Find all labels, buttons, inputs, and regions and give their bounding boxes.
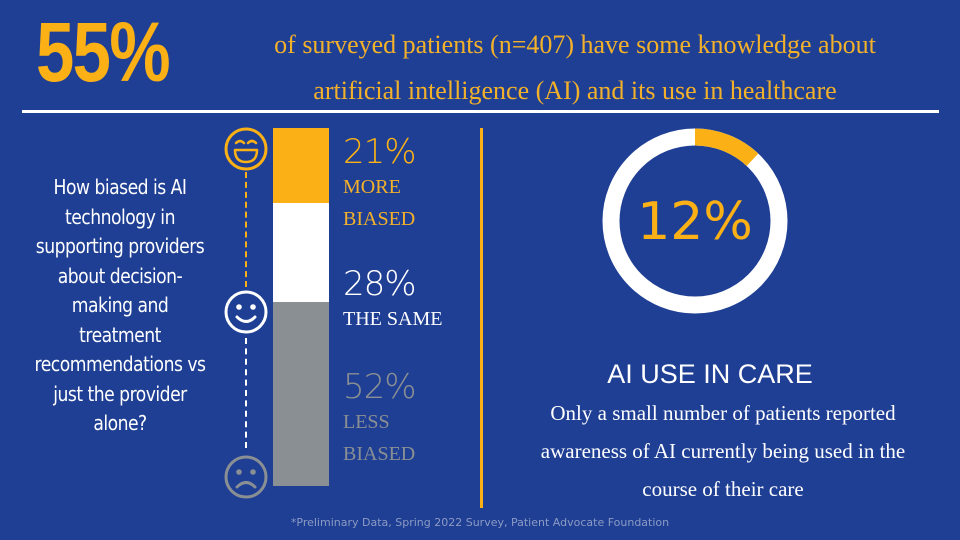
headline-stat: 55%	[36, 5, 171, 99]
the-same-label: THE SAME	[343, 308, 443, 330]
scale-dashed-line-upper	[245, 172, 247, 287]
ai-use-desc-line-1: Only a small number of patients reported	[550, 401, 896, 425]
bar-segment-less-biased	[273, 302, 329, 486]
frowning-face-icon	[224, 455, 268, 499]
the-same-percent: 28%	[343, 264, 417, 304]
laughing-face-icon	[224, 127, 268, 171]
bias-item-more-biased: 21% MORE BIASED	[343, 132, 417, 235]
bias-question: How biased is AI technology in supportin…	[34, 175, 206, 435]
ai-use-donut-chart	[602, 128, 788, 314]
bar-segment-more-biased	[273, 128, 329, 203]
bias-item-the-same: 28% THE SAME	[343, 265, 442, 335]
headline-text: of surveyed patients (n=407) have some k…	[200, 22, 950, 114]
ai-use-title: AI USE IN CARE	[607, 359, 813, 389]
more-biased-label-1: MORE	[343, 176, 401, 198]
ai-use-desc-line-2: awareness of AI currently being used in …	[540, 439, 906, 463]
less-biased-label-1: LESS	[343, 411, 390, 433]
more-biased-label-2: BIASED	[343, 208, 416, 230]
more-biased-percent: 21%	[343, 132, 417, 172]
ai-use-percent: 12%	[637, 192, 753, 252]
less-biased-percent: 52%	[343, 367, 417, 407]
bar-segment-the-same	[273, 203, 329, 302]
section-divider	[480, 128, 483, 508]
headline-line-1: of surveyed patients (n=407) have some k…	[274, 30, 876, 59]
ai-use-description: Only a small number of patients reported…	[488, 394, 958, 508]
footnote: *Preliminary Data, Spring 2022 Survey, P…	[290, 516, 670, 529]
smiling-face-icon	[224, 290, 268, 334]
header-divider	[22, 110, 939, 113]
bias-item-less-biased: 52% LESS BIASED	[343, 367, 417, 470]
headline-line-2: artificial intelligence (AI) and its use…	[313, 76, 837, 105]
less-biased-label-2: BIASED	[343, 443, 416, 465]
ai-use-desc-line-3: course of their care	[642, 477, 804, 501]
scale-dashed-line-lower	[245, 338, 247, 448]
